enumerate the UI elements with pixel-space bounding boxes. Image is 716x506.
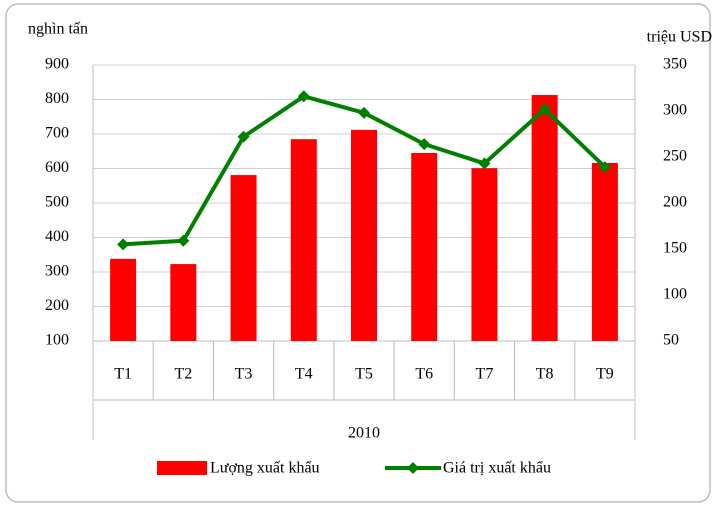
y2-tick-label: 150 bbox=[663, 240, 687, 257]
line-marker bbox=[418, 138, 431, 151]
x-tick-label: T3 bbox=[235, 366, 253, 383]
line-marker bbox=[177, 234, 190, 247]
x-tick-label: T7 bbox=[476, 366, 494, 383]
y2-tick-label: 300 bbox=[663, 102, 687, 119]
legend-label: Giá trị xuất khẩu bbox=[443, 460, 551, 477]
y2-tick-label: 200 bbox=[663, 194, 687, 211]
bar bbox=[230, 175, 257, 341]
y-tick-label: 800 bbox=[45, 90, 69, 107]
y-tick-label: 200 bbox=[45, 297, 69, 314]
bar bbox=[471, 168, 498, 341]
bar bbox=[170, 264, 197, 341]
y2-axis-label: triệu USD bbox=[647, 29, 712, 46]
y2-tick-label: 250 bbox=[663, 148, 687, 165]
x-tick-label: T4 bbox=[295, 366, 313, 383]
line-marker bbox=[358, 106, 370, 119]
bar bbox=[290, 139, 317, 341]
x-group-label: 2010 bbox=[348, 425, 380, 442]
line-marker bbox=[297, 90, 310, 103]
y2-tick-label: 50 bbox=[663, 332, 679, 349]
bar bbox=[591, 162, 618, 341]
y-tick-label: 900 bbox=[45, 56, 69, 73]
line-marker bbox=[117, 238, 130, 251]
bar bbox=[351, 129, 377, 341]
x-tick-label: T9 bbox=[596, 366, 614, 383]
x-tick-label: T1 bbox=[114, 366, 132, 383]
line-marker bbox=[538, 103, 551, 116]
legend-label: Lượng xuất khẩu bbox=[210, 460, 320, 477]
line-marker bbox=[237, 130, 250, 143]
bar bbox=[411, 152, 438, 341]
x-tick-label: T8 bbox=[536, 366, 554, 383]
y-tick-label: 700 bbox=[45, 125, 69, 142]
bar bbox=[110, 258, 137, 341]
y2-tick-label: 100 bbox=[663, 286, 687, 303]
legend-swatch bbox=[157, 461, 207, 475]
line-marker bbox=[478, 157, 491, 170]
bar bbox=[531, 95, 558, 341]
y2-tick-label: 350 bbox=[663, 56, 687, 73]
y-tick-label: 400 bbox=[45, 228, 69, 245]
x-tick-label: T2 bbox=[174, 366, 192, 383]
line-marker bbox=[598, 161, 611, 174]
y-axis-label: nghìn tấn bbox=[28, 21, 88, 38]
y-tick-label: 600 bbox=[45, 159, 69, 176]
legend-marker bbox=[407, 462, 419, 474]
x-tick-label: T5 bbox=[355, 366, 373, 383]
y-tick-label: 500 bbox=[45, 194, 69, 211]
y-tick-label: 300 bbox=[45, 263, 69, 280]
y-tick-label: 100 bbox=[45, 332, 69, 349]
x-tick-label: T6 bbox=[415, 366, 433, 383]
